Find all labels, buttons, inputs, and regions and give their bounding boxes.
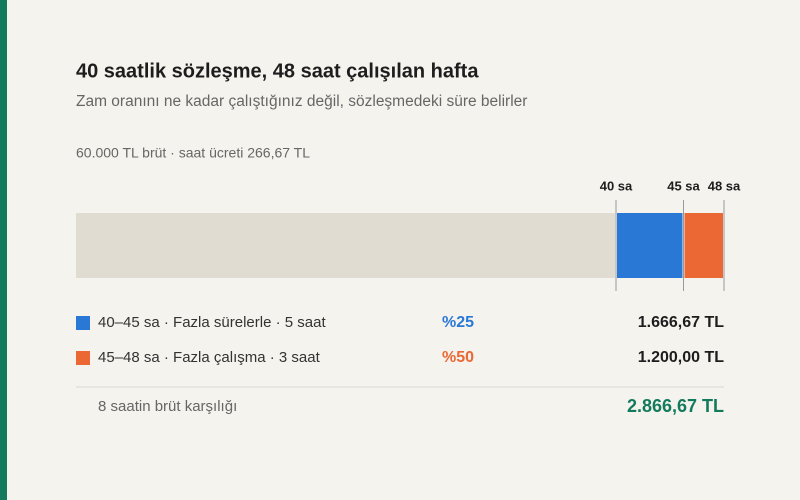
subtitle: Zam oranını ne kadar çalıştığınız değil,…	[76, 93, 527, 110]
bar-segment	[684, 213, 723, 278]
accent-stripe	[0, 0, 7, 500]
total-amount: 2.866,67 TL	[627, 396, 724, 416]
x-tick-label: 45 sa	[667, 178, 700, 193]
x-tick-label: 48 sa	[708, 178, 741, 193]
legend-label: 40–45 sa · Fazla sürelerle · 5 saat	[98, 314, 326, 331]
x-tick-label: 40 sa	[600, 178, 633, 193]
legend-swatch	[76, 351, 90, 365]
rate: %25	[442, 314, 474, 331]
bar-segment	[76, 213, 615, 278]
total-label: 8 saatin brüt karşılığı	[98, 398, 237, 415]
legend-label: 45–48 sa · Fazla çalışma · 3 saat	[98, 349, 321, 366]
rate: %50	[442, 349, 474, 366]
bar-segment	[617, 213, 683, 278]
legend-swatch	[76, 316, 90, 330]
amount: 1.666,67 TL	[638, 314, 725, 331]
note: 60.000 TL brüt · saat ücreti 266,67 TL	[76, 145, 310, 161]
amount: 1.200,00 TL	[638, 349, 725, 366]
chart-title: 40 saatlik sözleşme, 48 saat çalışılan h…	[76, 60, 479, 82]
